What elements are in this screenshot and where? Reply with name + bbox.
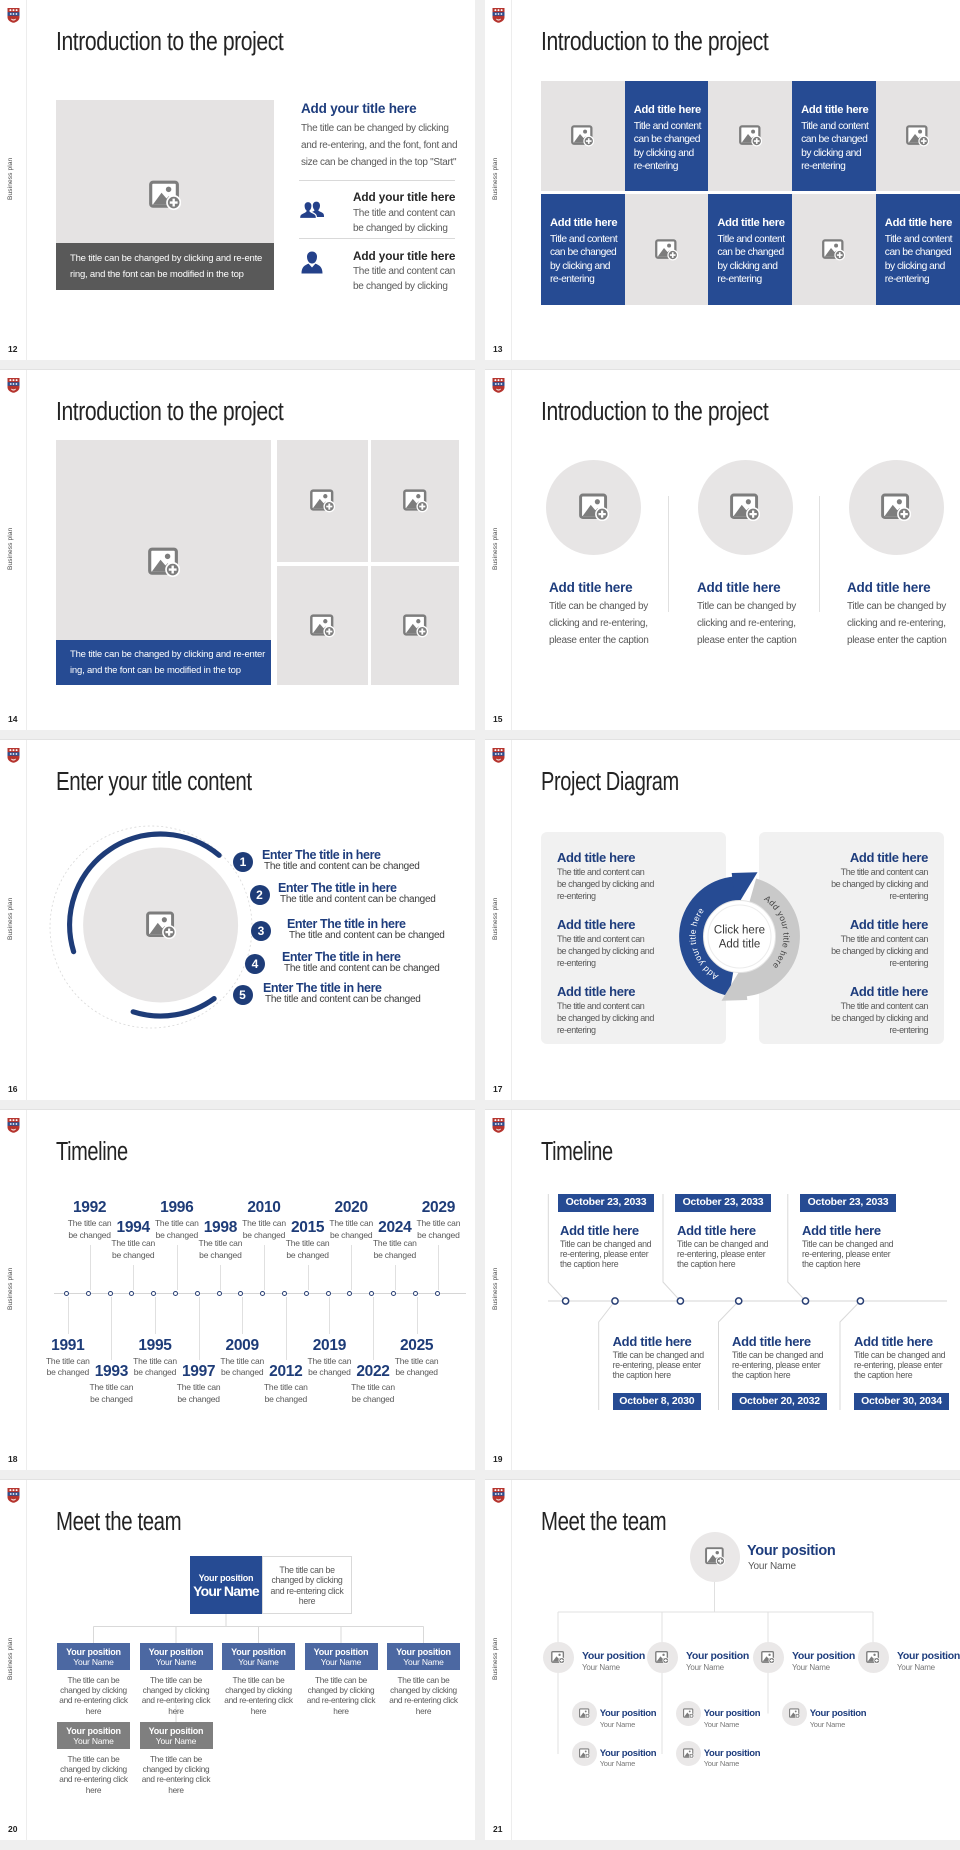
- svg-text:Add title: Add title: [719, 939, 761, 951]
- svg-text:Click here: Click here: [714, 925, 765, 937]
